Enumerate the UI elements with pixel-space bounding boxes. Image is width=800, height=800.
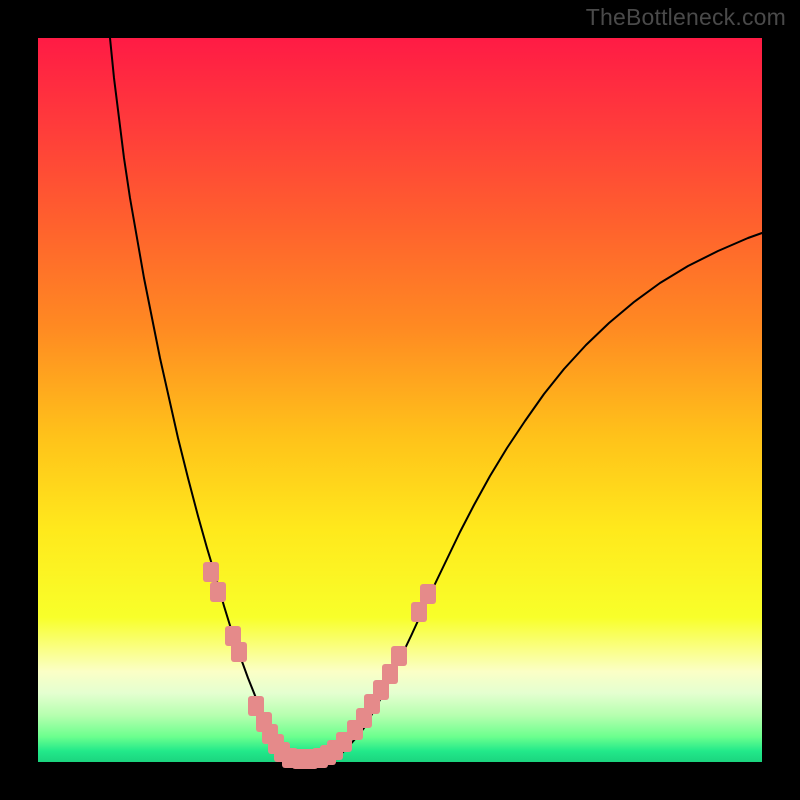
curve-marker: [210, 582, 226, 602]
curve-marker: [391, 646, 407, 666]
watermark-label: TheBottleneck.com: [586, 4, 786, 31]
curve-marker: [411, 602, 427, 622]
curve-marker: [420, 584, 436, 604]
chart-surface: [0, 0, 800, 800]
curve-marker: [231, 642, 247, 662]
stage: TheBottleneck.com: [0, 0, 800, 800]
curve-marker: [203, 562, 219, 582]
curve-marker: [382, 664, 398, 684]
